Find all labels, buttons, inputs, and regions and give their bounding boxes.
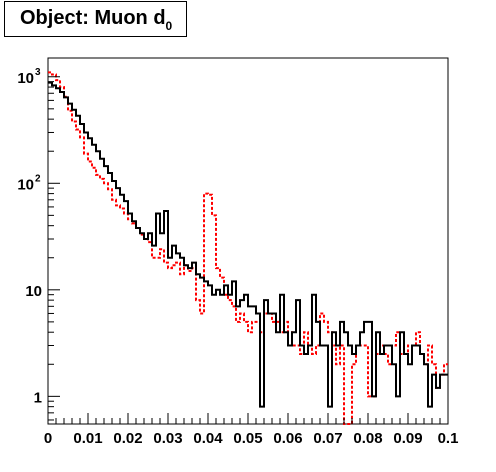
title-box: Object: Muon d0 bbox=[4, 1, 187, 37]
x-tick-label: 0.07 bbox=[313, 430, 342, 447]
y-tick-label: 10 bbox=[25, 283, 42, 300]
x-tick-label: 0.09 bbox=[393, 430, 422, 447]
series-0-step-line bbox=[48, 83, 448, 407]
y-tick-base: 1 bbox=[34, 389, 42, 406]
y-tick-base: 10 bbox=[25, 283, 42, 300]
y-tick-exponent: 2 bbox=[35, 173, 41, 184]
x-tick-label: 0 bbox=[44, 430, 52, 447]
x-tick-label: 0.01 bbox=[73, 430, 102, 447]
series-1-step-line bbox=[48, 72, 448, 424]
series-0 bbox=[48, 83, 448, 407]
y-tick-exponent: 3 bbox=[35, 67, 41, 78]
x-tick-label: 0.04 bbox=[193, 430, 223, 447]
y-tick-base: 10 bbox=[17, 70, 34, 87]
chart-title-main: Object: Muon d bbox=[20, 7, 166, 29]
plot-frame bbox=[48, 58, 448, 424]
x-tick-label: 0.02 bbox=[113, 430, 142, 447]
y-tick-label: 10 2 bbox=[17, 173, 41, 193]
x-tick-label: 0.03 bbox=[153, 430, 182, 447]
series-layer bbox=[48, 72, 448, 424]
chart-title-subscript: 0 bbox=[166, 19, 173, 33]
y-tick-base: 10 bbox=[17, 176, 34, 193]
x-tick-label: 0.05 bbox=[233, 430, 262, 447]
series-1 bbox=[48, 72, 448, 424]
y-tick-label: 1 bbox=[34, 389, 42, 406]
x-tick-label: 0.1 bbox=[438, 430, 459, 447]
chart-title: Object: Muon d0 bbox=[20, 7, 172, 30]
x-tick-label: 0.08 bbox=[353, 430, 382, 447]
x-tick-label: 0.06 bbox=[273, 430, 302, 447]
y-tick-label: 10 3 bbox=[17, 67, 41, 87]
